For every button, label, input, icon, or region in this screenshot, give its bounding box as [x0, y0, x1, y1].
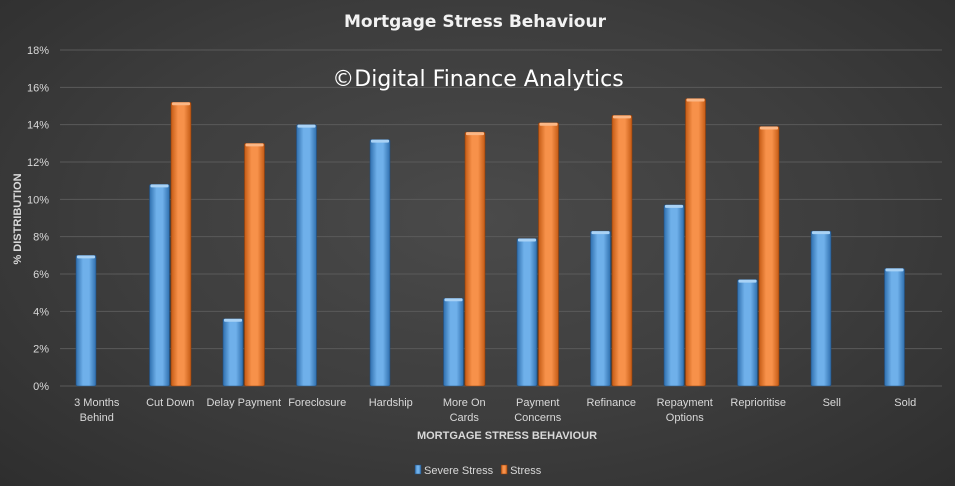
y-tick-label: 2%: [33, 344, 49, 356]
y-tick-label: 6%: [33, 269, 49, 281]
bar-cap: [245, 143, 264, 147]
bar-cap: [885, 268, 904, 272]
bar-severe-stress: [222, 318, 244, 387]
bar-cap: [613, 115, 631, 119]
bar-severe-stress: [369, 139, 391, 387]
bar-cap: [172, 102, 190, 106]
x-category-label: 3 Months Behind: [74, 397, 120, 424]
x-category-label: Delay Payment: [206, 397, 281, 409]
bar-cap: [466, 132, 484, 136]
legend-label: Severe Stress: [424, 465, 494, 477]
bar-severe-stress: [663, 204, 685, 387]
bar-cap: [760, 126, 778, 130]
bar-stress: [758, 126, 780, 387]
x-category-label: Payment Concerns: [514, 397, 562, 424]
bar-cap: [297, 124, 316, 128]
x-category-label: Sell: [823, 397, 841, 409]
bar-stress: [170, 101, 192, 387]
legend-swatch: [414, 464, 422, 475]
bar-cap: [591, 231, 610, 235]
bar-cap: [665, 204, 683, 208]
y-tick-label: 16%: [27, 82, 49, 94]
legend-label: Stress: [510, 465, 542, 477]
legend: Severe Stress Stress: [414, 464, 542, 477]
bar-severe-stress: [810, 230, 832, 387]
bar-stress: [244, 143, 265, 387]
bar-severe-stress: [590, 230, 611, 387]
x-axis-title: MORTGAGE STRESS BEHAVIOUR: [417, 430, 597, 442]
bar-severe-stress: [884, 268, 905, 387]
x-category-label: Sold: [894, 397, 916, 409]
bar-cap: [77, 255, 95, 259]
y-tick-label: 4%: [33, 306, 49, 318]
bar-severe-stress: [443, 297, 464, 387]
bar-cap: [444, 298, 463, 302]
y-tick-label: 14%: [27, 120, 49, 132]
bar-severe-stress: [737, 279, 758, 387]
bar-cap: [738, 279, 757, 283]
bar-cap: [224, 318, 242, 322]
bar-severe-stress: [75, 255, 97, 387]
y-tick-label: 8%: [33, 232, 49, 244]
bar-cap: [539, 122, 558, 126]
x-category-label: Refinance: [586, 397, 636, 409]
x-category-label: Reprioritise: [730, 397, 786, 409]
bar-stress: [464, 131, 486, 387]
bar-severe-stress: [149, 184, 170, 387]
y-tick-label: 12%: [27, 157, 49, 169]
x-category-label: Repayment Options: [657, 397, 713, 424]
bar-cap: [518, 238, 536, 242]
bar-stress: [538, 122, 559, 387]
x-category-label: More On Cards: [443, 397, 486, 424]
watermark-text: ©Digital Finance Analytics: [332, 67, 623, 92]
bar-cap: [150, 184, 169, 188]
legend-swatch: [500, 464, 508, 475]
x-category-label: Foreclosure: [288, 397, 346, 409]
y-tick-label: 18%: [27, 45, 49, 57]
y-tick-label: 10%: [27, 194, 49, 206]
bar-severe-stress: [516, 238, 538, 387]
x-category-label: Cut Down: [146, 397, 194, 409]
bar-stress: [685, 98, 706, 387]
x-category-label: Hardship: [369, 397, 413, 409]
chart-title: Mortgage Stress Behaviour: [344, 12, 607, 32]
bar-cap: [371, 139, 389, 143]
bar-stress: [611, 115, 633, 387]
y-axis-title: % DISTRIBUTION: [12, 173, 24, 264]
bar-severe-stress: [296, 124, 317, 387]
bar-cap: [686, 98, 705, 102]
y-tick-label: 0%: [33, 381, 49, 393]
bar-cap: [812, 231, 830, 235]
